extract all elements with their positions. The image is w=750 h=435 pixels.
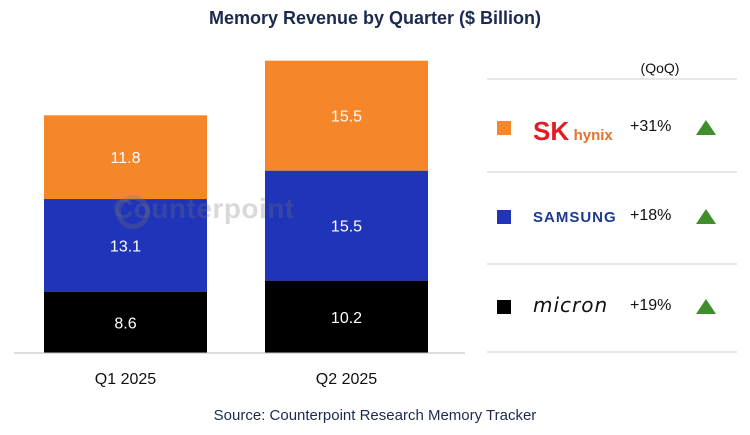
bar-segment-micron-q2-2025: [265, 280, 428, 353]
qoq-value-samsung: +18%: [630, 207, 672, 224]
watermark: Counterpoint: [113, 193, 295, 224]
legend-swatch-micron: [497, 300, 511, 314]
legend-row-micron: micron +19%: [497, 291, 737, 323]
sk-hynix-logo: SK hynix: [533, 116, 613, 146]
up-triangle-icon: [696, 209, 716, 224]
samsung-logo-text: SAMSUNG: [533, 209, 617, 226]
x-tick-label: Q1 2025: [95, 371, 156, 388]
data-label: 11.8: [111, 150, 141, 167]
bar-segment-sk-hynix-q1-2025: [44, 115, 207, 200]
data-label: 15.5: [331, 109, 362, 126]
x-tick-label: Q2 2025: [316, 371, 377, 388]
hynix-logo-text: hynix: [573, 127, 613, 144]
micron-logo-text: micron: [533, 293, 609, 317]
legend-swatch-sk-hynix: [497, 121, 511, 135]
watermark-logo-icon: [116, 195, 150, 229]
qoq-header: (QoQ): [640, 60, 680, 76]
data-label: 15.5: [331, 219, 362, 236]
bar-segment-micron-q1-2025: [44, 291, 207, 353]
up-triangle-icon: [696, 299, 716, 314]
legend-swatch-samsung: [497, 210, 511, 224]
chart-source: Source: Counterpoint Research Memory Tra…: [213, 407, 537, 424]
bar-segment-sk-hynix-q2-2025: [265, 60, 428, 171]
data-label: 10.2: [331, 310, 362, 327]
legend-row-sk-hynix: SK hynix +31%: [497, 112, 737, 146]
data-label: 8.6: [114, 315, 136, 332]
chart-title: Memory Revenue by Quarter ($ Billion): [208, 8, 542, 28]
data-label: 13.1: [110, 239, 141, 256]
sk-logo-text: SK: [533, 116, 570, 146]
qoq-value-sk-hynix: +31%: [630, 118, 672, 135]
qoq-value-micron: +19%: [630, 297, 672, 314]
legend-row-samsung: SAMSUNG +18%: [497, 201, 737, 233]
up-triangle-icon: [696, 120, 716, 135]
bar-segment-samsung-q2-2025: [265, 170, 428, 281]
micron-logo: micron: [533, 293, 608, 319]
samsung-logo: SAMSUNG: [533, 209, 617, 235]
